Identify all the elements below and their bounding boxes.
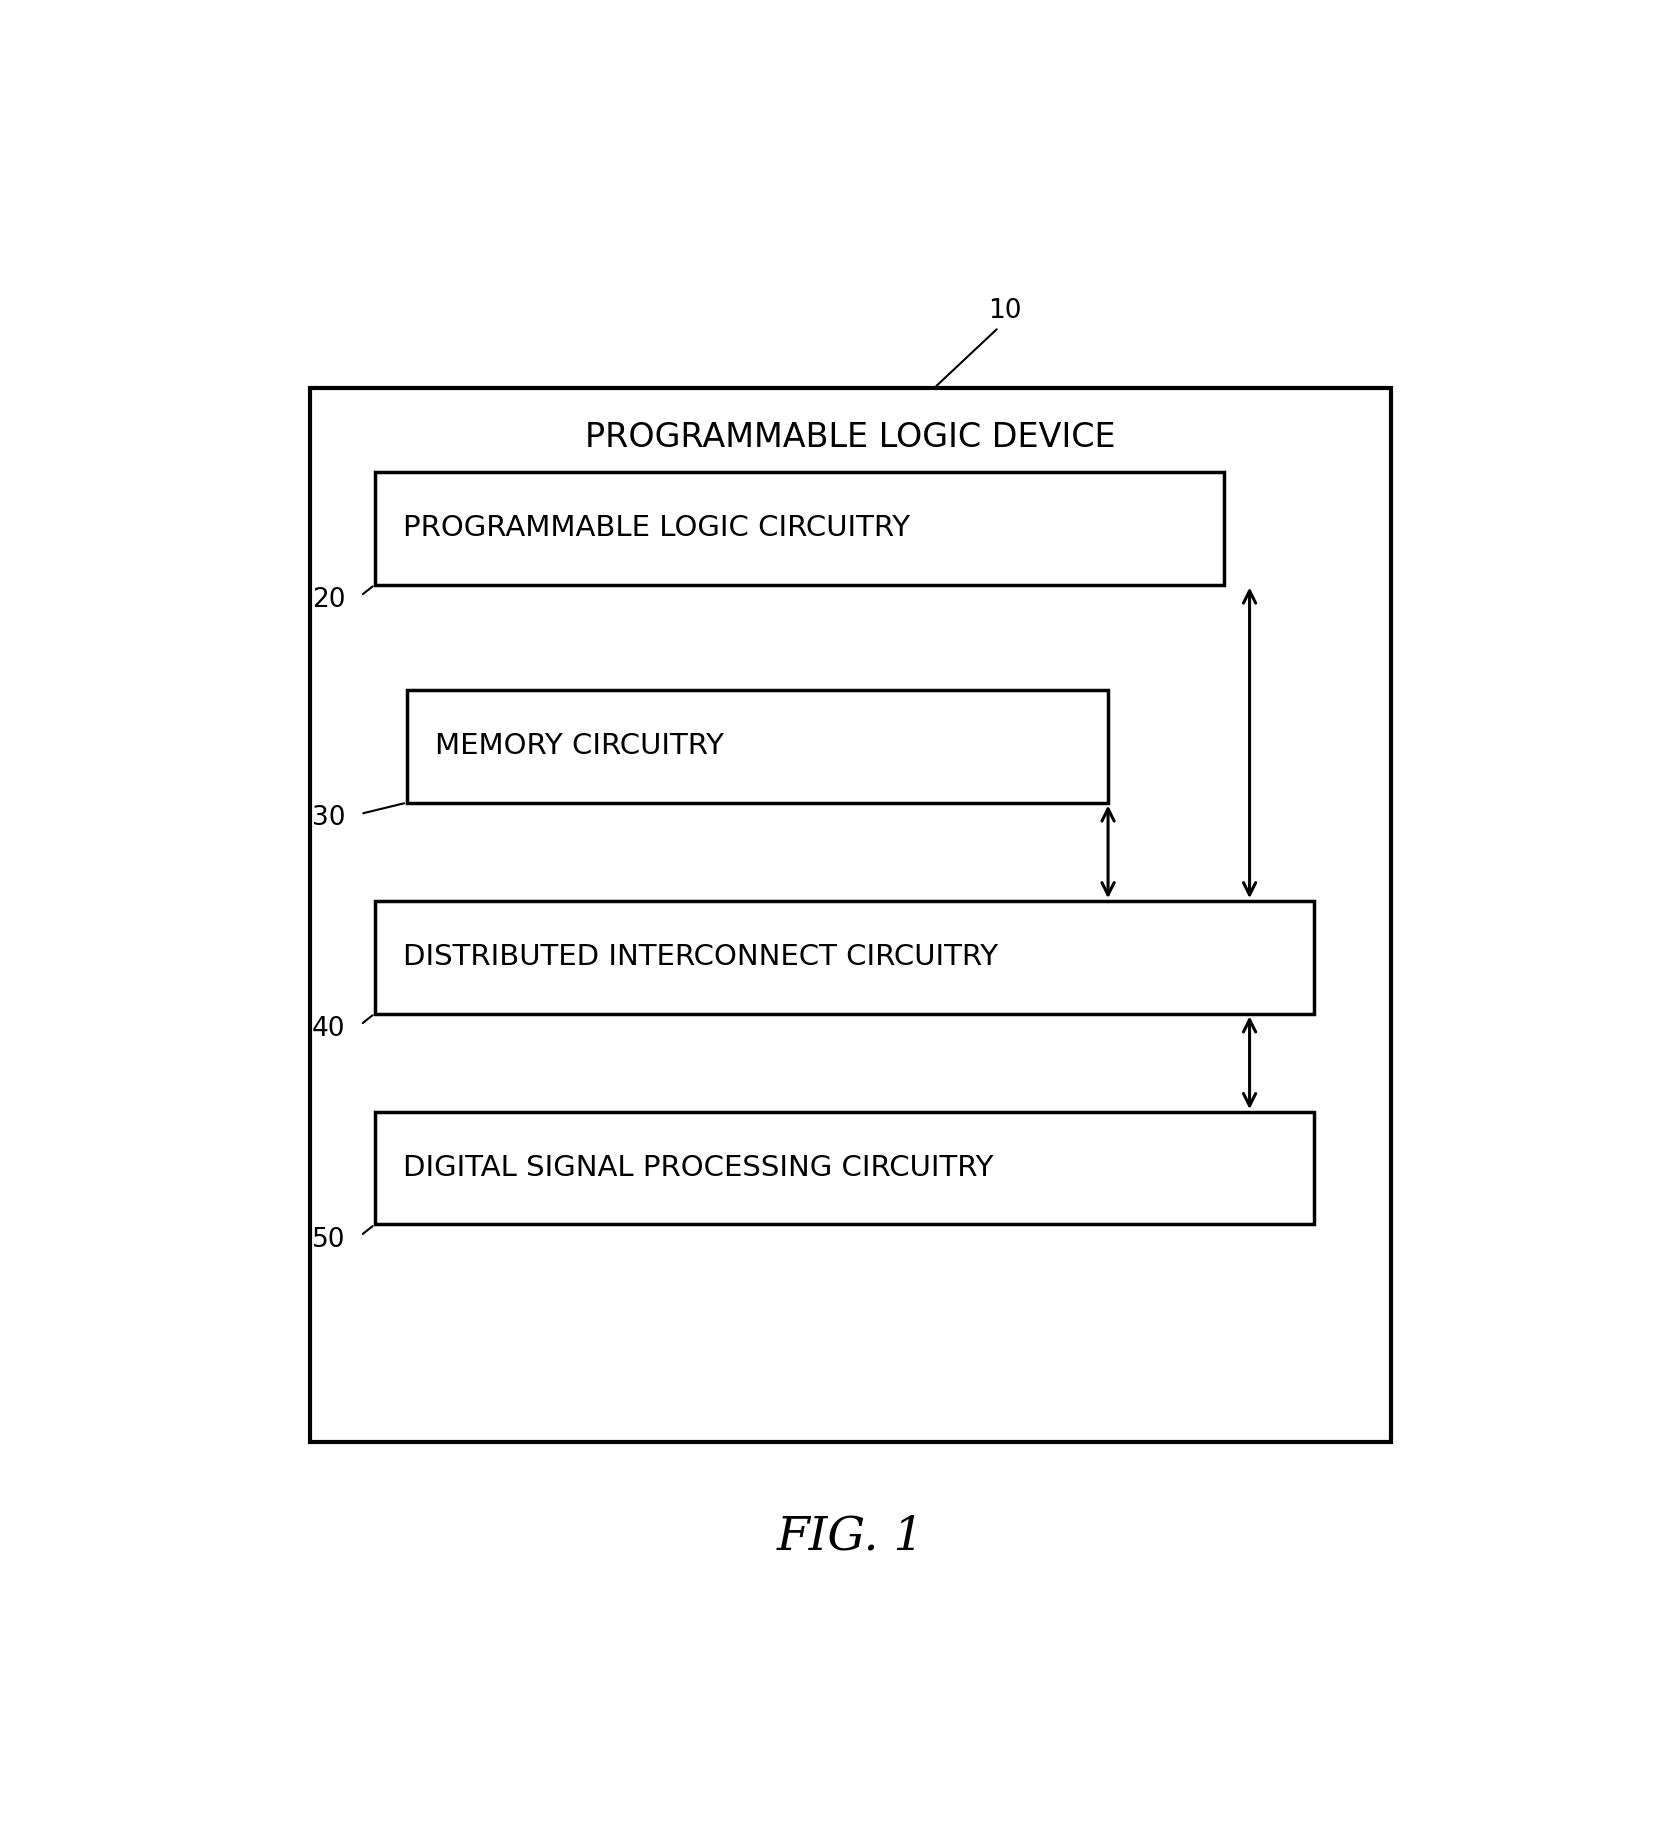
Text: 10: 10: [988, 298, 1023, 323]
Text: PROGRAMMABLE LOGIC DEVICE: PROGRAMMABLE LOGIC DEVICE: [586, 420, 1116, 453]
Bar: [375, 900, 1315, 1013]
Bar: [375, 473, 1223, 584]
Text: DISTRIBUTED INTERCONNECT CIRCUITRY: DISTRIBUTED INTERCONNECT CIRCUITRY: [403, 944, 998, 971]
Text: 50: 50: [312, 1227, 345, 1253]
Bar: [407, 690, 1109, 803]
Text: FIG. 1: FIG. 1: [777, 1514, 925, 1559]
Text: DIGITAL SIGNAL PROCESSING CIRCUITRY: DIGITAL SIGNAL PROCESSING CIRCUITRY: [403, 1154, 994, 1181]
Text: 30: 30: [312, 805, 345, 831]
Text: 20: 20: [312, 588, 345, 614]
Bar: [310, 387, 1391, 1443]
Text: MEMORY CIRCUITRY: MEMORY CIRCUITRY: [435, 732, 724, 760]
Text: PROGRAMMABLE LOGIC CIRCUITRY: PROGRAMMABLE LOGIC CIRCUITRY: [403, 515, 910, 542]
Text: 40: 40: [312, 1017, 345, 1043]
Bar: [375, 1112, 1315, 1225]
